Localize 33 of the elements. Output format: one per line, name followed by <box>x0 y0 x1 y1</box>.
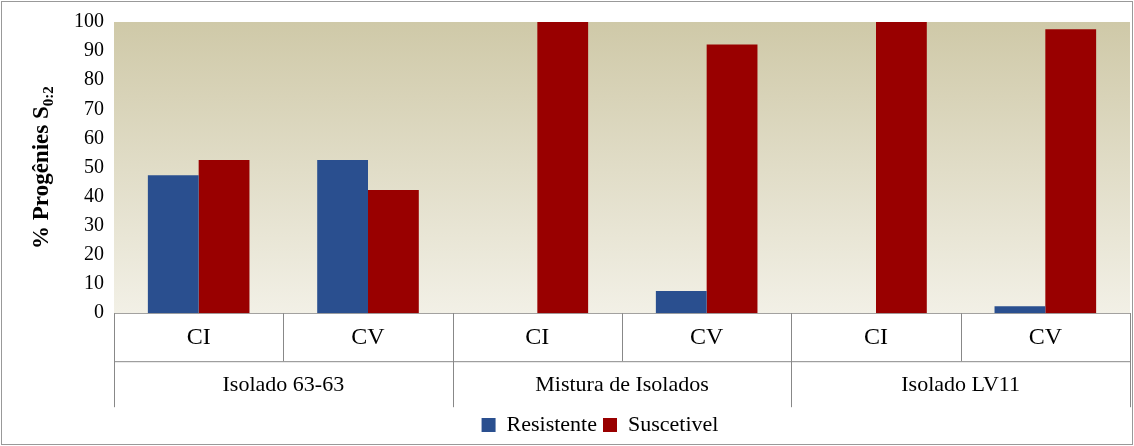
x-tick-label: CI <box>864 322 889 349</box>
x-tick-label: CV <box>351 322 386 349</box>
legend-label: Suscetivel <box>628 410 719 436</box>
bar <box>994 306 1046 314</box>
bar <box>876 22 927 314</box>
y-tick-label: 10 <box>84 271 104 294</box>
text: Isolado LV11 <box>901 370 1021 396</box>
x-tick-label: CI <box>525 322 550 349</box>
bar <box>706 44 758 314</box>
y-tick-label: 60 <box>84 125 104 148</box>
bar <box>198 160 250 314</box>
y-tick-label: 50 <box>84 154 104 177</box>
x-tick-label: CI <box>186 322 211 349</box>
y-tick-label: 30 <box>84 213 104 236</box>
y-tick-label: 20 <box>84 242 104 265</box>
y-tick-label: 40 <box>84 183 104 206</box>
y-tick-label: 80 <box>84 67 104 90</box>
bar <box>317 160 368 314</box>
x-tick-label: CV <box>689 322 724 349</box>
bar <box>147 175 199 314</box>
bar <box>368 190 419 314</box>
bar <box>537 22 589 314</box>
legend-label: Resistente <box>506 410 598 436</box>
y-tick-label: 70 <box>84 96 104 119</box>
y-tick-label: 0 <box>94 300 104 323</box>
y-tick-label: 100 <box>74 9 104 32</box>
y-tick-label: 90 <box>84 38 104 61</box>
text: Isolado 63-63 <box>222 370 345 396</box>
bar <box>1045 29 1097 314</box>
bar <box>655 291 707 314</box>
y-axis-title: % Progênies S0:2 <box>28 86 56 249</box>
text: Mistura de Isolados <box>535 370 709 396</box>
x-tick-label: CV <box>1028 322 1063 349</box>
